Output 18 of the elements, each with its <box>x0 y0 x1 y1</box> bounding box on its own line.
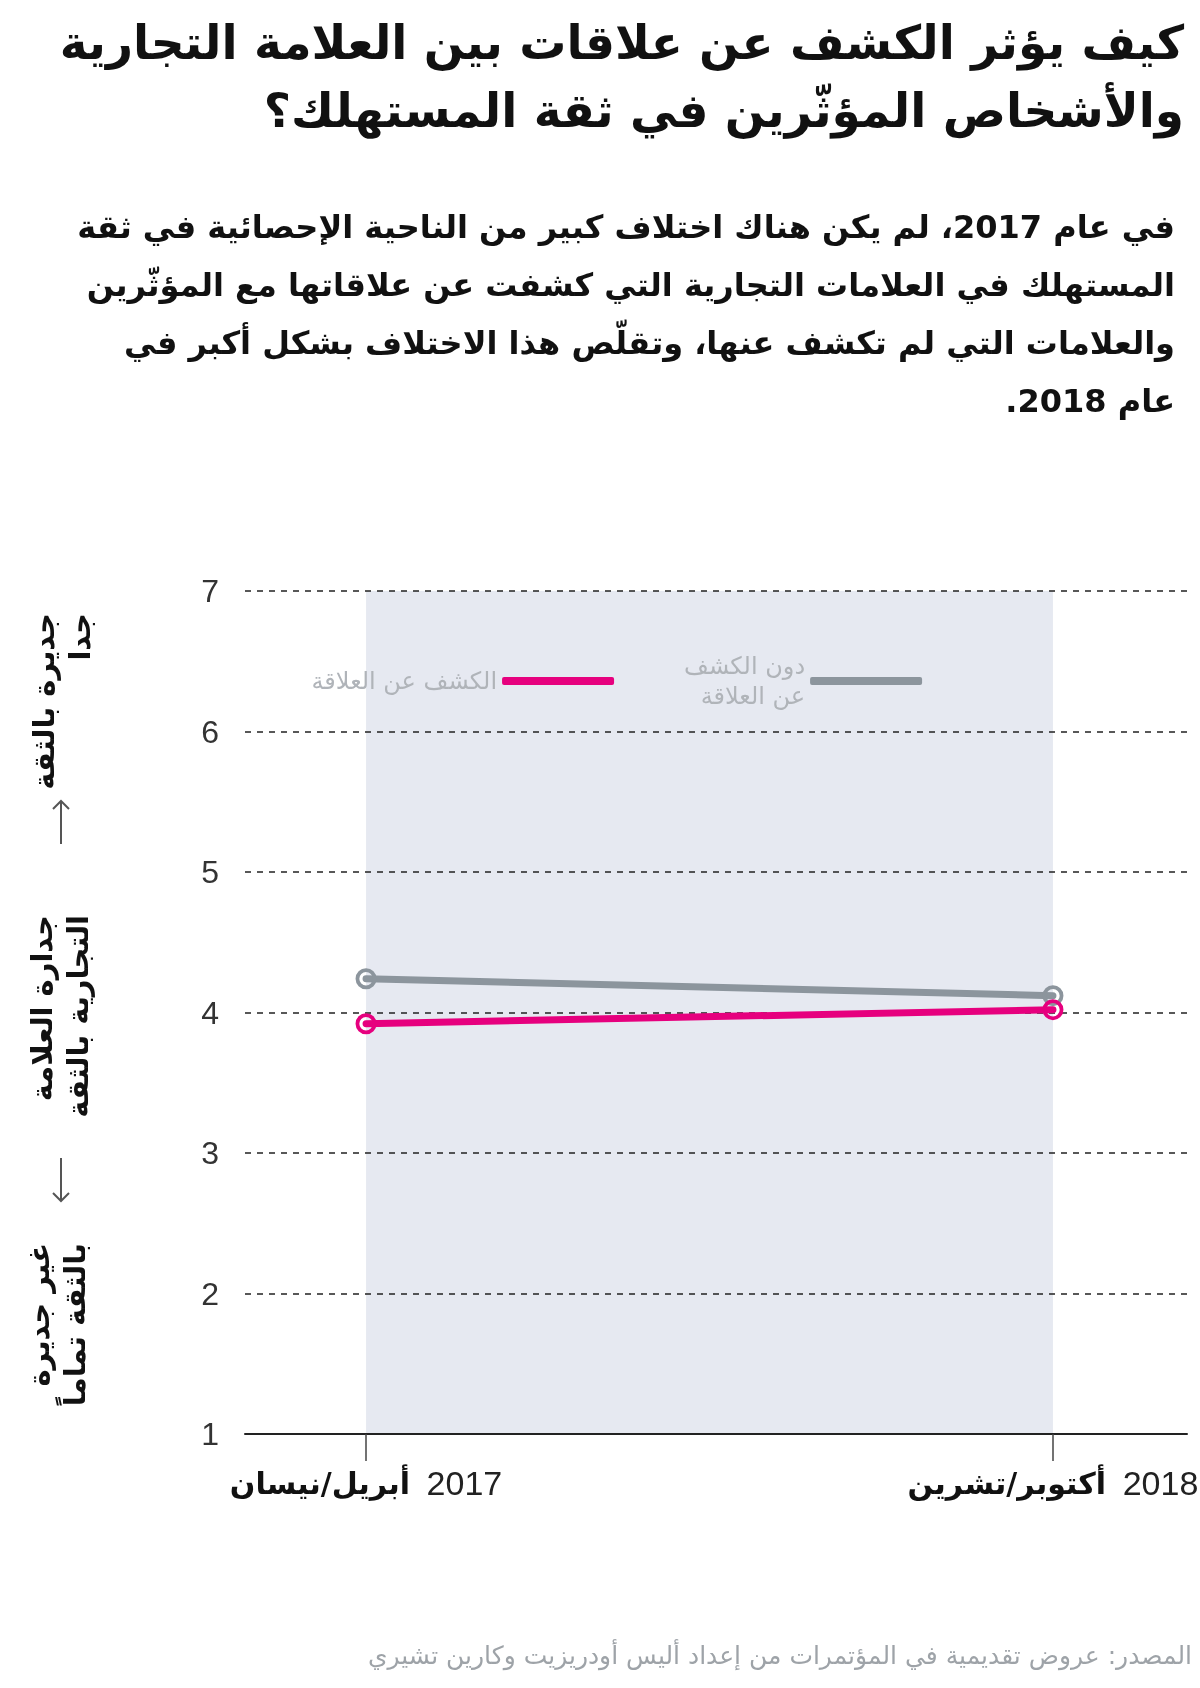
text: جديرة بالثقة جدا <box>26 613 98 792</box>
text: غير جديرة بالثقة تماماً <box>21 1243 93 1409</box>
legend-label: دون الكشف عن العلاقة <box>684 652 806 710</box>
point <box>1042 999 1064 1021</box>
y-tick-label: 6 <box>201 713 219 750</box>
legend-label: الكشف عن العلاقة <box>311 667 498 695</box>
y-tick-label: 3 <box>201 1135 219 1171</box>
y-tick-label: 5 <box>201 854 219 890</box>
y-tick-label: 2 <box>201 1275 219 1312</box>
text: المصدر: عروض تقديمية في المؤتمرات من إعداد أليس أودريزيت وكارين تشيري <box>366 1638 1192 1673</box>
y-tick-label: 7 <box>201 573 219 609</box>
point <box>355 1013 377 1035</box>
y-tick-label: 1 <box>201 1416 219 1452</box>
point <box>355 968 377 990</box>
chart-title: كيف يؤثر الكشف عن علاقات بين العلامة التجارية والأشخاص المؤثّرين في ثقة المستهلك؟ <box>58 14 1184 141</box>
y-axis-title: جدارة العلامة التجارية بالثقة <box>24 915 96 1120</box>
y-tick-label: 4 <box>201 994 219 1031</box>
chart-subtitle: في عام 2017، لم يكن هناك اختلاف كبير من الناحية الإحصائية في ثقة المستهلك في العلامات التجارية التي كشفت عن علاقاتها مع المؤثّرين والعلامات التي لم تكشف عنها، وتقلّص هذا الاختلاف بشكل أكبر في عام 2018. <box>76 207 1175 422</box>
